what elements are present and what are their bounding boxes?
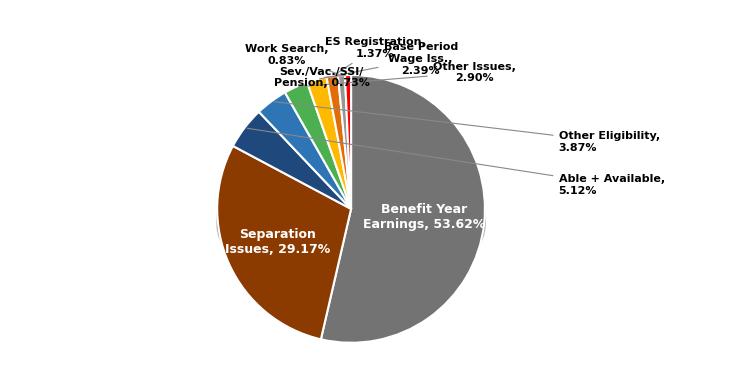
Ellipse shape <box>217 149 485 283</box>
Ellipse shape <box>217 153 485 287</box>
Ellipse shape <box>217 160 485 293</box>
Wedge shape <box>233 112 351 209</box>
Text: Benefit Year
Earnings, 53.62%: Benefit Year Earnings, 53.62% <box>363 203 485 231</box>
Text: Other Issues,
2.90%: Other Issues, 2.90% <box>299 61 515 87</box>
Wedge shape <box>327 76 351 209</box>
Wedge shape <box>338 75 351 209</box>
Text: ES Registration,
1.37%: ES Registration, 1.37% <box>325 38 425 75</box>
Text: Separation
Issues, 29.17%: Separation Issues, 29.17% <box>225 228 330 256</box>
Wedge shape <box>285 83 351 209</box>
Text: Sev./Vac./SSI/
Pension, 0.73%: Sev./Vac./SSI/ Pension, 0.73% <box>273 67 369 88</box>
Ellipse shape <box>217 152 485 285</box>
Ellipse shape <box>217 158 485 292</box>
Ellipse shape <box>217 156 485 290</box>
Wedge shape <box>307 77 351 209</box>
Text: Work Search,
0.83%: Work Search, 0.83% <box>245 44 339 74</box>
Wedge shape <box>321 75 485 343</box>
Text: Other Eligibility,
3.87%: Other Eligibility, 3.87% <box>274 102 660 153</box>
Wedge shape <box>345 75 351 209</box>
Wedge shape <box>217 146 351 339</box>
Ellipse shape <box>217 155 485 289</box>
Text: Base Period
Wage Iss.,
2.39%: Base Period Wage Iss., 2.39% <box>320 42 458 79</box>
Text: Able + Available,
5.12%: Able + Available, 5.12% <box>247 128 664 196</box>
Ellipse shape <box>217 147 485 281</box>
Ellipse shape <box>217 150 485 284</box>
Wedge shape <box>259 93 351 209</box>
